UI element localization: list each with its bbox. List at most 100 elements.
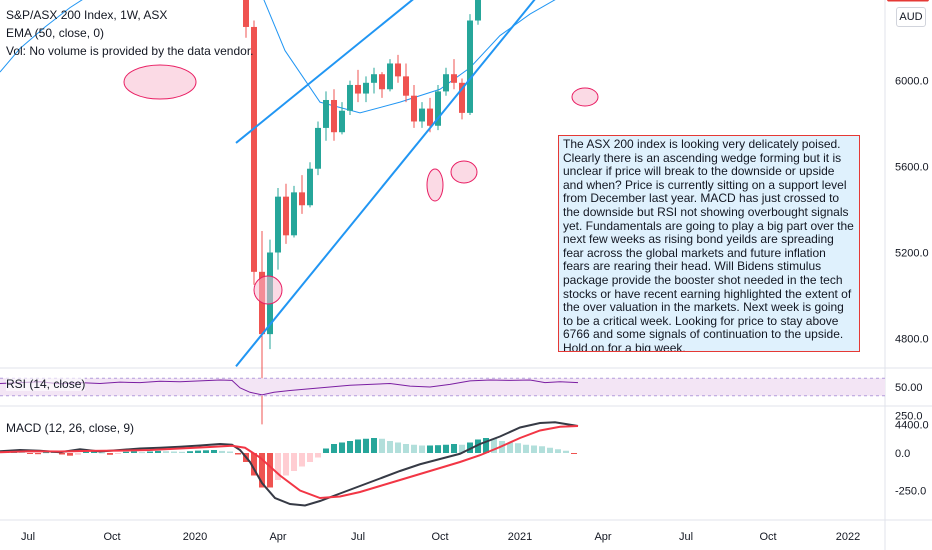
macd-histogram-bar — [395, 442, 401, 453]
price-tick-label: 4400.0 — [895, 419, 929, 431]
highlight-ellipse — [253, 275, 283, 305]
macd-histogram-bar — [547, 447, 553, 453]
macd-histogram-bar — [27, 453, 33, 454]
macd-histogram-bar — [531, 445, 537, 453]
macd-histogram-bar — [35, 453, 41, 455]
macd-tick-label: 0.0 — [895, 448, 910, 460]
macd-histogram-bar — [203, 450, 209, 453]
macd-histogram-bar — [211, 450, 217, 453]
macd-histogram-bar — [131, 451, 137, 453]
macd-histogram-bar — [419, 445, 425, 453]
time-tick-label: Oct — [103, 531, 120, 543]
highlight-ellipse — [571, 87, 599, 107]
candle-body — [339, 110, 345, 133]
candle-body — [371, 74, 377, 83]
chart-title: S&P/ASX 200 Index, 1W, ASX — [6, 8, 168, 22]
candle-body — [443, 74, 449, 92]
candle-body — [475, 0, 481, 21]
macd-histogram-bar — [459, 444, 465, 453]
candle-body — [291, 192, 297, 236]
macd-histogram-bar — [451, 444, 457, 453]
macd-histogram-bar — [67, 453, 73, 456]
macd-histogram-bar — [371, 438, 377, 453]
price-tick-label: 4800.0 — [895, 333, 929, 345]
macd-legend: MACD (12, 26, close, 9) — [6, 421, 135, 435]
candle-body — [459, 82, 465, 113]
time-tick-label: Jul — [21, 531, 35, 543]
macd-histogram-bar — [171, 451, 177, 453]
macd-histogram-bar — [411, 444, 417, 453]
macd-histogram-bar — [187, 451, 193, 453]
macd-histogram-bar — [491, 438, 497, 453]
macd-histogram-bar — [195, 450, 201, 453]
macd-histogram-bar — [291, 453, 297, 471]
macd-histogram-bar — [59, 453, 65, 455]
macd-signal-line — [0, 425, 579, 500]
macd-histogram-bar — [483, 438, 489, 453]
macd-histogram-bar — [403, 444, 409, 453]
macd-tick-label: -250.0 — [895, 486, 926, 498]
candle-body — [275, 196, 281, 253]
candle-body — [323, 99, 329, 128]
candle-body — [315, 127, 321, 169]
rsi-band — [0, 378, 885, 396]
macd-histogram-bar — [91, 451, 97, 453]
macd-histogram-bar — [99, 452, 105, 454]
macd-histogram-bar — [467, 442, 473, 453]
candle-body — [467, 20, 473, 113]
macd-histogram-bar — [139, 452, 145, 454]
candle-body — [299, 192, 305, 206]
candle-body — [331, 99, 337, 133]
time-tick-label: Jul — [679, 531, 693, 543]
macd-histogram-bar — [355, 439, 361, 453]
price-tick-label: 5200.0 — [895, 248, 929, 260]
macd-histogram-bar — [427, 445, 433, 453]
candle-body — [283, 196, 289, 236]
volume-legend: Vol: No volume is provided by the data v… — [6, 44, 254, 58]
price-tag-label: 6405.5 — [891, 0, 925, 1]
macd-histogram-bar — [331, 444, 337, 453]
candle-body — [243, 0, 249, 27]
price-tag — [887, 0, 929, 2]
macd-histogram-bar — [219, 450, 225, 453]
macd-histogram-bar — [323, 448, 329, 453]
macd-histogram-bar — [107, 453, 113, 455]
macd-histogram-bar — [571, 453, 577, 454]
macd-histogram-group — [3, 438, 577, 488]
macd-histogram-bar — [315, 453, 321, 458]
candle-body — [411, 95, 417, 122]
macd-histogram-bar — [283, 453, 289, 476]
macd-histogram-bar — [123, 451, 129, 453]
macd-histogram-bar — [379, 438, 385, 453]
wedge-trendline — [235, 0, 536, 367]
ema-line — [0, 0, 556, 114]
macd-histogram-bar — [299, 453, 305, 467]
macd-histogram-bar — [227, 451, 233, 453]
candle-body — [435, 91, 441, 126]
macd-histogram-bar — [475, 439, 481, 453]
macd-tick-label: 250.0 — [895, 411, 923, 423]
candle-body — [403, 76, 409, 96]
time-tick-label: 2020 — [183, 531, 207, 543]
macd-histogram-bar — [235, 453, 241, 455]
candle-body — [419, 108, 425, 122]
time-tick-label: 2021 — [508, 531, 532, 543]
analysis-note[interactable]: The ASX 200 index is looking very delica… — [558, 135, 860, 352]
currency-badge[interactable]: AUD — [896, 7, 926, 27]
highlight-ellipse — [123, 64, 197, 100]
time-tick-label: Apr — [269, 531, 286, 543]
macd-histogram-bar — [563, 450, 569, 453]
wedge-trendline — [235, 0, 414, 144]
candle-body — [347, 84, 353, 111]
macd-histogram-bar — [307, 453, 313, 462]
time-tick-label: Oct — [431, 531, 448, 543]
candle-body — [355, 84, 361, 94]
candle-body — [379, 74, 385, 90]
time-tick-label: 2022 — [836, 531, 860, 543]
macd-histogram-bar — [339, 442, 345, 453]
rsi-tick-label: 50.00 — [895, 382, 923, 394]
time-tick-label: Apr — [594, 531, 611, 543]
macd-histogram-bar — [83, 451, 89, 453]
macd-histogram-bar — [115, 453, 121, 454]
